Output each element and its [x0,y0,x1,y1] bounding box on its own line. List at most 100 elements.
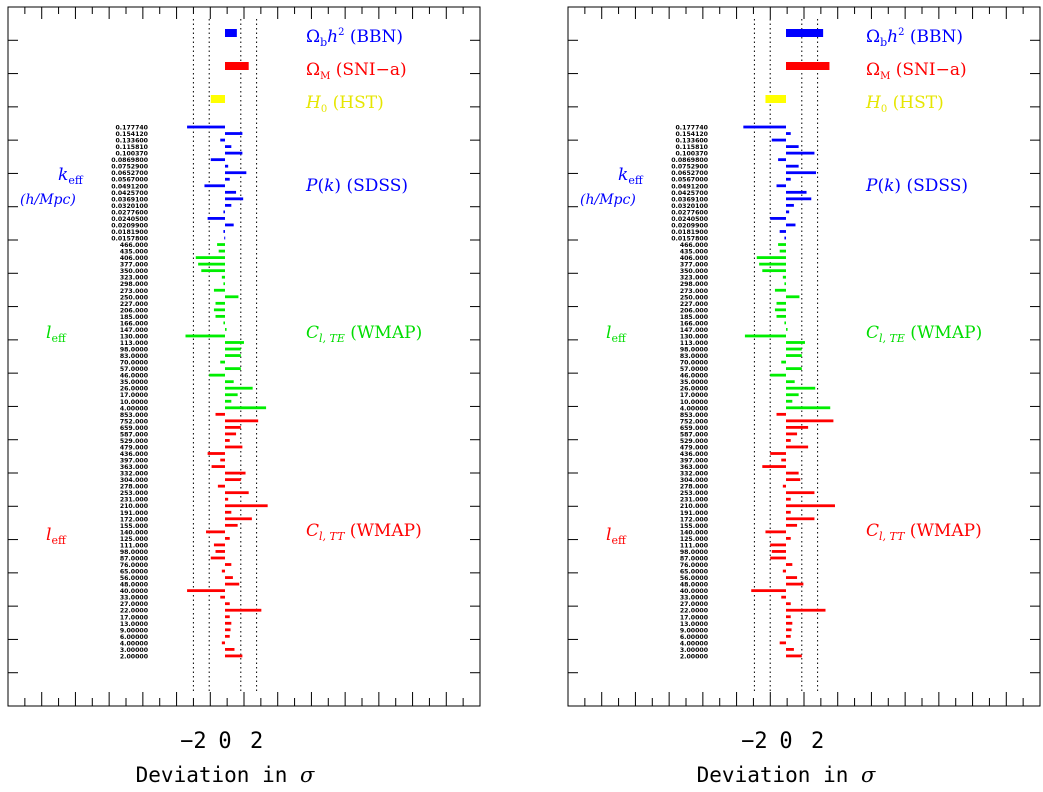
tick-label-tt: 659.000 [120,425,149,432]
tick-label-tt: 479.000 [120,444,149,451]
tick-label-tt: 304.000 [120,477,149,484]
bar-tt [786,504,835,508]
bar-tt [225,523,238,527]
bar-te [784,282,786,286]
bar-te [776,314,786,318]
tick-label-te: 350.000 [120,268,149,275]
bar-sdss [225,190,237,194]
bar-te [786,386,816,390]
tick-label-tt: 191.000 [120,510,149,517]
tick-label-te: 250.000 [680,294,709,301]
tick-label-te: 298.000 [680,281,709,288]
tick-label-tt: 332.000 [680,471,709,478]
tick-label-tt: 87.0000 [680,555,709,562]
bar-tt [206,530,225,534]
tick-label-tt: 125.000 [120,536,149,543]
tick-label-te: 83.0000 [680,353,709,360]
tick-label-sdss: 0.115810 [676,144,709,151]
tick-label-te: 147.000 [120,327,149,334]
tick-label-tt: 6.00000 [120,634,149,641]
bar-sdss [786,197,812,201]
tick-label-te: 435.000 [680,249,709,256]
bar-tt [213,543,225,547]
bar-tt [762,465,786,468]
tick-label-tt: 278.000 [680,484,709,491]
plot-frame [567,6,1041,707]
bar-tt [786,634,791,638]
tick-label-tt: 4.00000 [680,640,709,647]
tick-label-te: 185.000 [680,314,709,321]
bar-sdss [225,151,243,155]
tick-label-te: 406.000 [120,255,149,262]
bar-te [786,328,788,331]
tick-label-te: 98.0000 [680,347,709,354]
bar-tt [225,608,262,612]
tick-label-tt: 332.000 [120,471,149,478]
tick-label-te: 406.000 [680,255,709,262]
bar-sdss [210,158,225,162]
tick-label-te: 98.0000 [120,347,149,354]
x-tick-label: −2 [180,729,207,754]
tick-label-tt: 659.000 [680,425,709,432]
bar-te [225,393,238,397]
bar-sdss [225,164,229,168]
tick-label-tt: 40.0000 [120,588,149,595]
tick-label-sdss: 0.0425700 [111,190,148,197]
bar-tt [225,432,237,436]
tick-label-te: 130.000 [120,333,149,340]
bar-tt [786,576,798,579]
tick-label-te: 206.000 [680,307,709,314]
tick-label-sdss: 0.0491200 [111,183,148,190]
tick-label-tt: 587.000 [680,431,709,438]
bar-te [218,249,225,253]
bar-tt [782,569,786,573]
bar-tt [781,458,786,462]
tick-label-sdss: 0.0369100 [111,196,148,203]
label-leff-tt: leff [46,525,67,547]
bar-sdss [225,197,244,201]
bar-te [225,406,267,410]
tick-label-tt: 3.00000 [120,647,149,654]
bar-tt [786,621,793,625]
tick-label-tt: 13.0000 [120,621,149,628]
bar-te [786,393,799,397]
label-hst: H0 (HST) [865,93,944,115]
tick-label-te: 377.000 [680,262,709,269]
bar-te [770,373,786,377]
bar-te [779,249,786,253]
tick-label-te: 83.0000 [120,353,149,360]
tick-label-tt: 752.000 [120,418,149,425]
tick-label-tt: 76.0000 [680,562,709,569]
bar-sdss [225,177,230,181]
bar-sdss [786,210,790,214]
tick-label-tt: 191.000 [680,510,709,517]
bar-tt [225,602,230,606]
bar-te [213,288,225,292]
bar-tt [225,648,235,651]
bar-tt [215,412,225,416]
bar-te [756,256,786,259]
tick-label-te: 206.000 [120,307,149,314]
bar-sdss [225,203,232,207]
tick-label-te: 323.000 [680,275,709,282]
bar-tt [786,432,798,436]
tick-label-sdss: 0.177740 [676,125,709,132]
bar-te [786,347,802,351]
tick-label-te: 70.0000 [680,360,709,367]
bar-te [225,328,227,331]
chart-panel-right: 0.1777400.1541200.1336000.1158100.100370… [567,6,1041,787]
bar-tt [751,589,786,593]
tick-label-tt: 33.0000 [120,595,149,602]
bar-tt [225,439,230,442]
bar-tt [225,582,240,586]
label-sdss: P(k) (SDSS) [865,176,968,196]
bar-sdss [225,132,243,135]
tick-label-sdss: 0.0181900 [671,229,708,236]
tick-label-tt: 253.000 [680,490,709,497]
tick-label-sdss: 0.0320100 [111,203,148,210]
tick-label-tt: 40.0000 [680,588,709,595]
tick-label-sdss: 0.115810 [116,144,149,151]
tick-label-te: 185.000 [120,314,149,321]
tick-label-tt: 48.0000 [680,582,709,589]
tick-label-sdss: 0.0869800 [671,157,708,164]
